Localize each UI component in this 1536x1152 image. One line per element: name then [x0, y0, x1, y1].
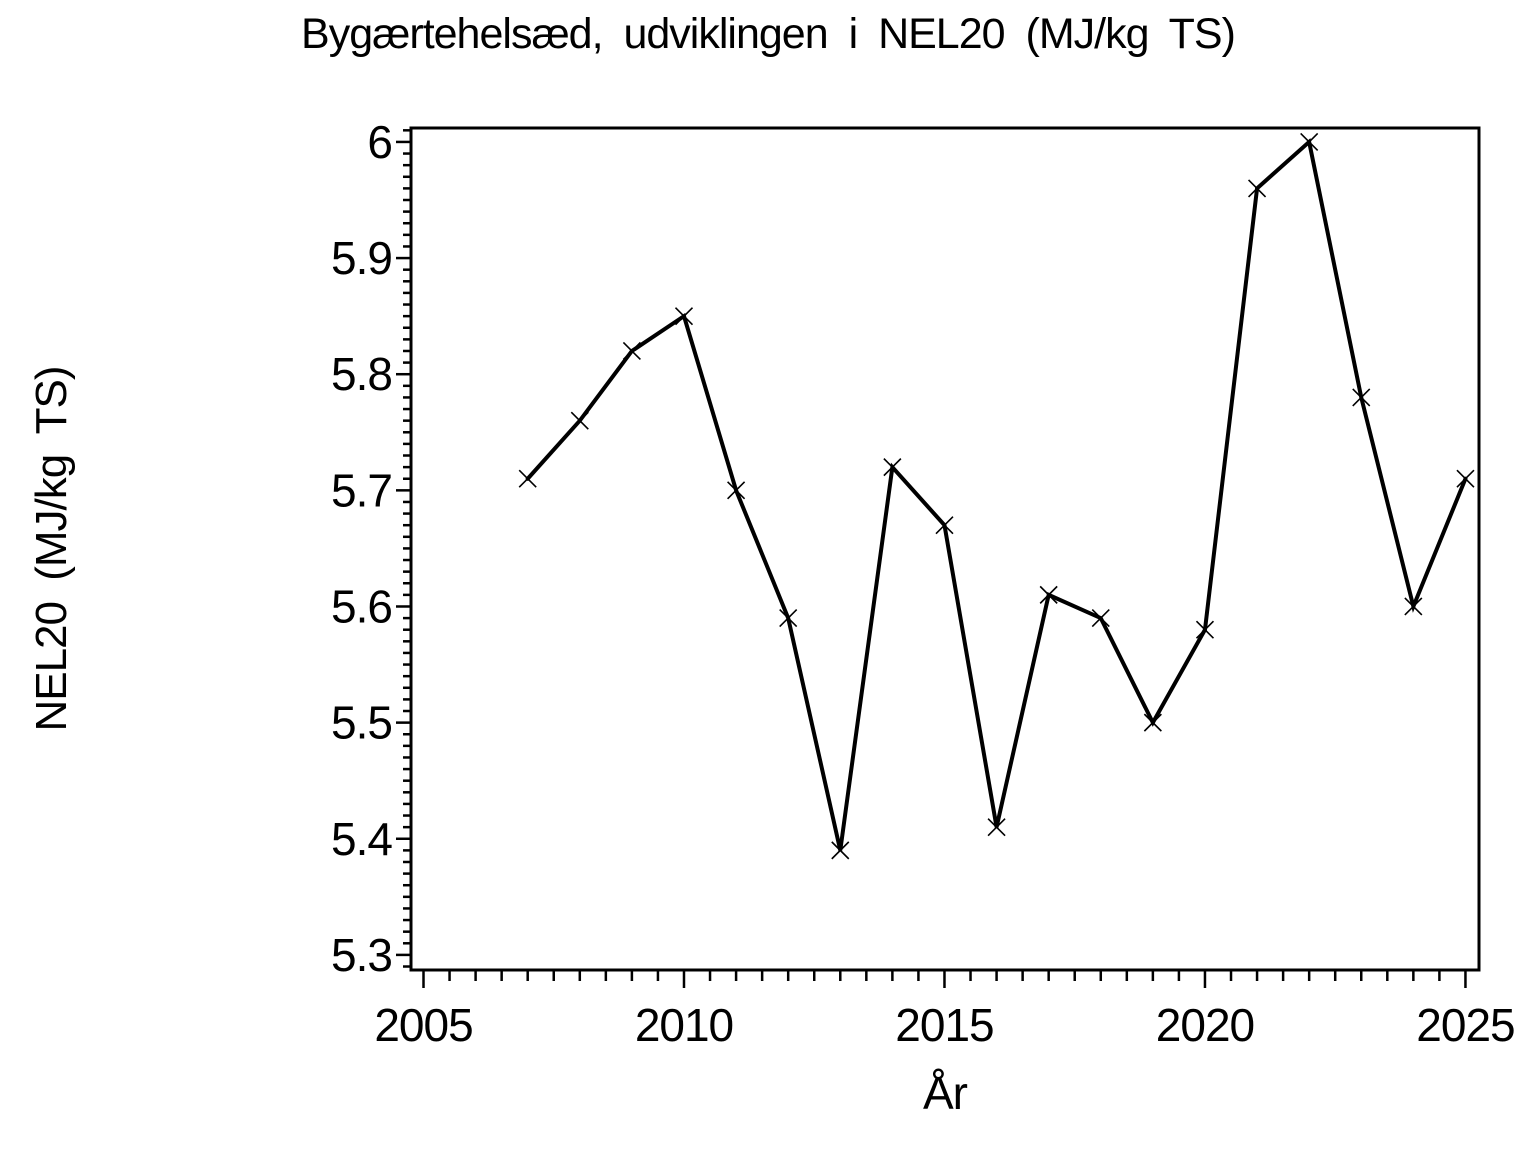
x-tick-label: 2025 [1416, 999, 1514, 1051]
y-tick-label: 5.5 [331, 697, 392, 749]
y-tick-label: 5.7 [331, 464, 392, 516]
data-point-marker [727, 481, 746, 500]
data-point-marker [987, 818, 1006, 837]
plot-frame [409, 126, 1481, 972]
data-point-marker [1404, 597, 1423, 616]
data-point-marker [1143, 713, 1162, 732]
data-point-marker [831, 841, 850, 860]
data-point-marker [518, 469, 537, 488]
data-point-marker [1352, 388, 1371, 407]
y-tick-label: 5.3 [331, 929, 392, 981]
data-point-marker [1091, 609, 1110, 628]
data-point-marker [1456, 469, 1475, 488]
data-point-marker [674, 307, 694, 326]
data-point-marker [1300, 132, 1319, 152]
data-point-marker [779, 609, 798, 628]
chart-title: Bygærtehelsæd, udviklingen i NEL20 (MJ/k… [301, 10, 1236, 58]
x-tick-label: 2020 [1156, 999, 1254, 1051]
y-tick-label: 5.8 [331, 348, 392, 400]
data-point-marker [1039, 585, 1058, 604]
y-tick-label: 6 [367, 116, 392, 168]
x-axis-label: År [923, 1067, 968, 1119]
y-tick-label: 5.9 [331, 232, 392, 284]
data-line [525, 138, 1468, 851]
data-point-marker [622, 341, 641, 361]
data-point-marker [935, 516, 954, 535]
data-point-marker [1195, 620, 1215, 639]
data-point-marker [570, 411, 589, 430]
data-point-marker [1247, 179, 1267, 198]
x-tick-label: 2005 [374, 999, 472, 1051]
y-tick-label: 5.6 [331, 580, 392, 632]
y-tick-label: 5.4 [331, 813, 392, 865]
data-point-marker [883, 458, 902, 477]
x-tick-label: 2010 [635, 999, 733, 1051]
x-tick-label: 2015 [895, 999, 993, 1051]
